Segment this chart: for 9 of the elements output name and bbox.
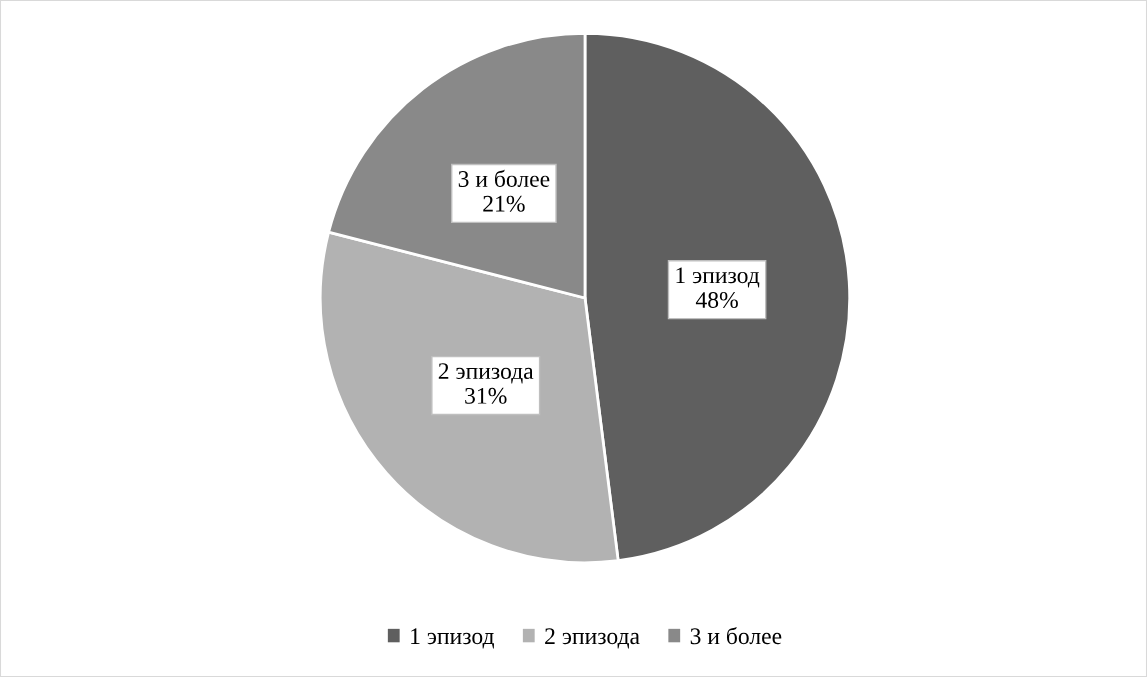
data-label: 48%	[695, 292, 738, 309]
legend-label: 3 и более	[690, 627, 782, 645]
slice-label: 3 и более	[458, 169, 550, 187]
data-label: 21%	[483, 195, 525, 212]
legend-label: 2 эпизода	[545, 628, 640, 649]
data-label: 31%	[465, 387, 507, 404]
slice-label: 2 эпизода	[438, 363, 534, 384]
legend-label: 1 эпизод	[411, 628, 494, 649]
slice-label: 1 эпизод	[676, 267, 760, 288]
